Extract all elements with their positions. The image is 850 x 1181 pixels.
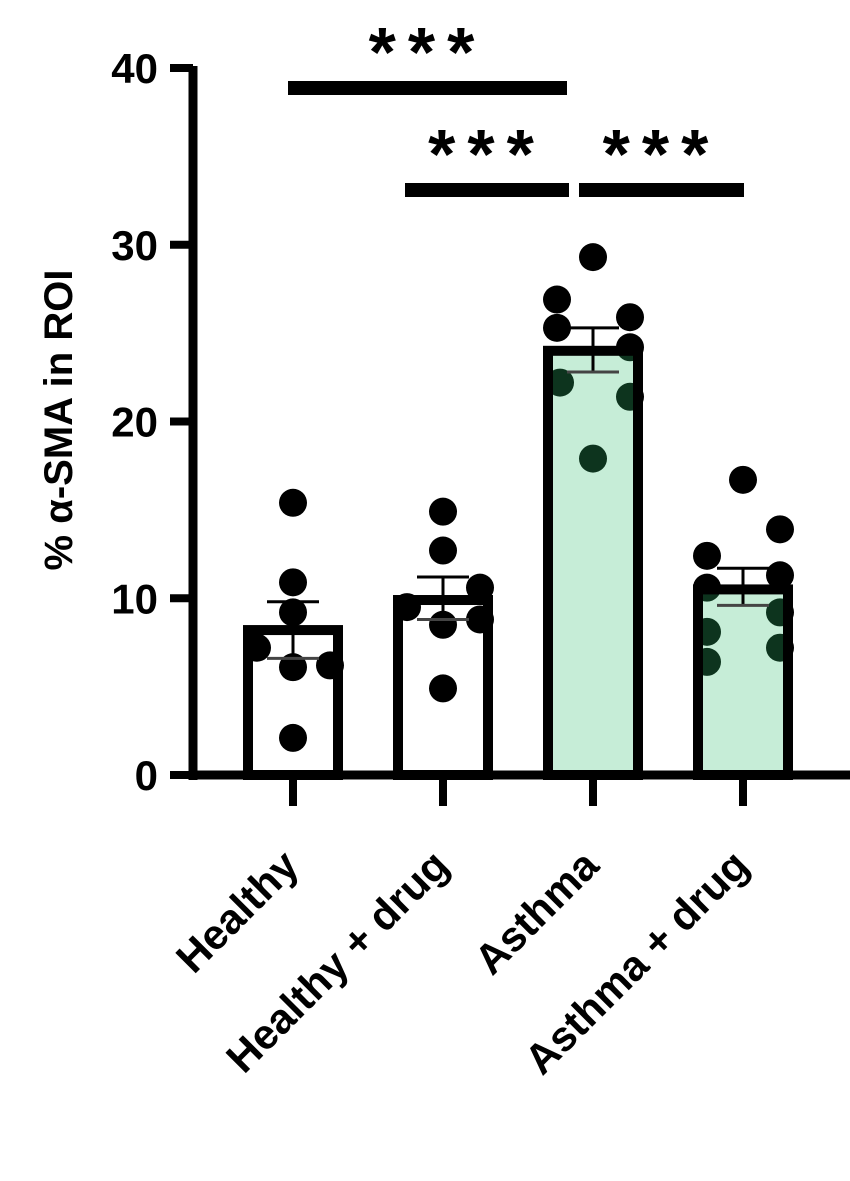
data-point: [279, 723, 307, 752]
data-point: [429, 610, 457, 639]
data-point: [766, 561, 794, 590]
y-tick-label: 30: [111, 222, 158, 269]
data-point: [429, 674, 457, 703]
bar-fill: [543, 350, 643, 775]
data-point: [766, 515, 794, 544]
data-point: [466, 573, 494, 602]
significance-label: ***: [369, 13, 487, 91]
data-point: [579, 243, 607, 272]
data-point: [279, 488, 307, 517]
significance-label: ***: [428, 115, 546, 193]
data-point: [616, 303, 644, 332]
data-point: [543, 313, 571, 342]
x-tick-label: Healthy: [167, 841, 308, 982]
x-tick-label: Asthma: [465, 841, 608, 984]
y-tick-label: 20: [111, 399, 158, 446]
y-tick-label: 10: [111, 575, 158, 622]
data-point: [279, 653, 307, 682]
data-point: [693, 541, 721, 570]
data-point: [579, 444, 607, 473]
data-point: [729, 465, 757, 494]
significance-label: ***: [603, 115, 721, 193]
data-point: [543, 285, 571, 314]
data-point: [429, 497, 457, 526]
y-axis-label: % α-SMA in ROI: [37, 270, 81, 571]
data-point: [279, 568, 307, 597]
y-tick-label: 0: [135, 752, 158, 799]
bar-fill: [693, 589, 793, 775]
data-point: [429, 536, 457, 565]
y-tick-label: 40: [111, 45, 158, 92]
